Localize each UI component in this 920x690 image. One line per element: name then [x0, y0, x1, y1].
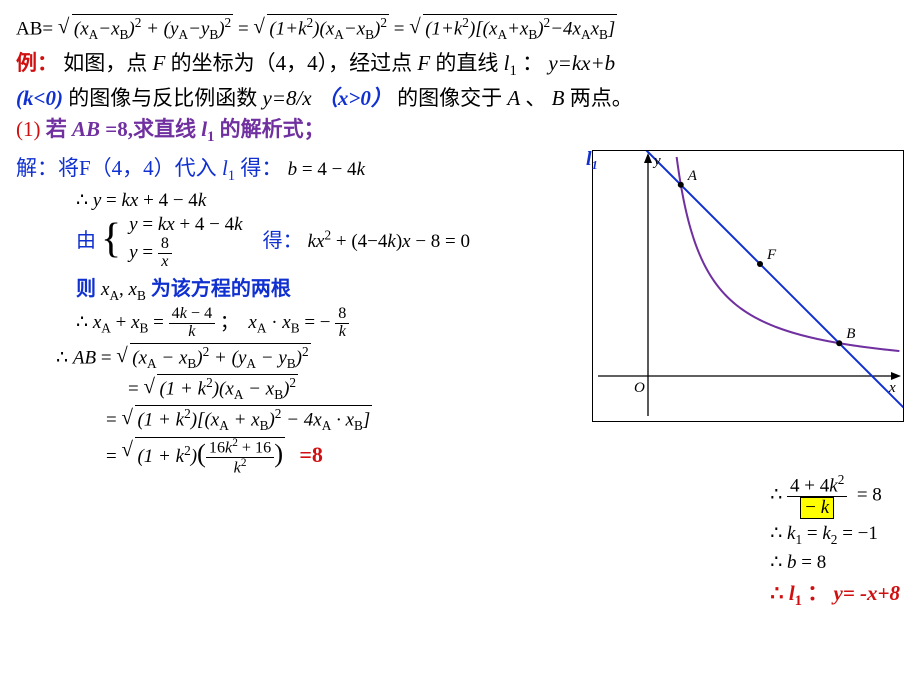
svg-text:y: y	[652, 153, 661, 169]
coordinate-chart: A F B Oy x	[592, 150, 904, 422]
svg-text:B: B	[846, 326, 855, 342]
distance-formula: AB= (xA−xB)2 + (yA−yB)2 = (1+k2)(xA−xB)2…	[16, 14, 904, 43]
example-line1: 例： 如图，点 F 的坐标为（4，4），经过点 F 的直线 l1 ： y=kx+…	[16, 49, 904, 82]
svg-text:x: x	[888, 380, 896, 396]
svg-text:F: F	[766, 247, 777, 263]
example-prefix: 例：	[16, 51, 58, 75]
chart-l1-label: l₁	[586, 148, 599, 171]
svg-text:O: O	[634, 380, 645, 396]
svg-text:A: A	[687, 168, 698, 184]
chart-container: l₁ AFBOyx	[592, 150, 904, 428]
eq-b: b = 4 − 4k	[288, 159, 365, 180]
results-block: ∴ 4 + 4k2− k = 8 ∴ k1 = k2 = −1 ∴ b = 8 …	[770, 470, 900, 613]
example-line2: (k<0) 的图像与反比例函数 y=8/x （x>0） 的图像交于 A 、 B …	[16, 84, 904, 112]
question-1: (1) 若 AB =8,求直线 l1 的解析式；	[16, 115, 904, 148]
